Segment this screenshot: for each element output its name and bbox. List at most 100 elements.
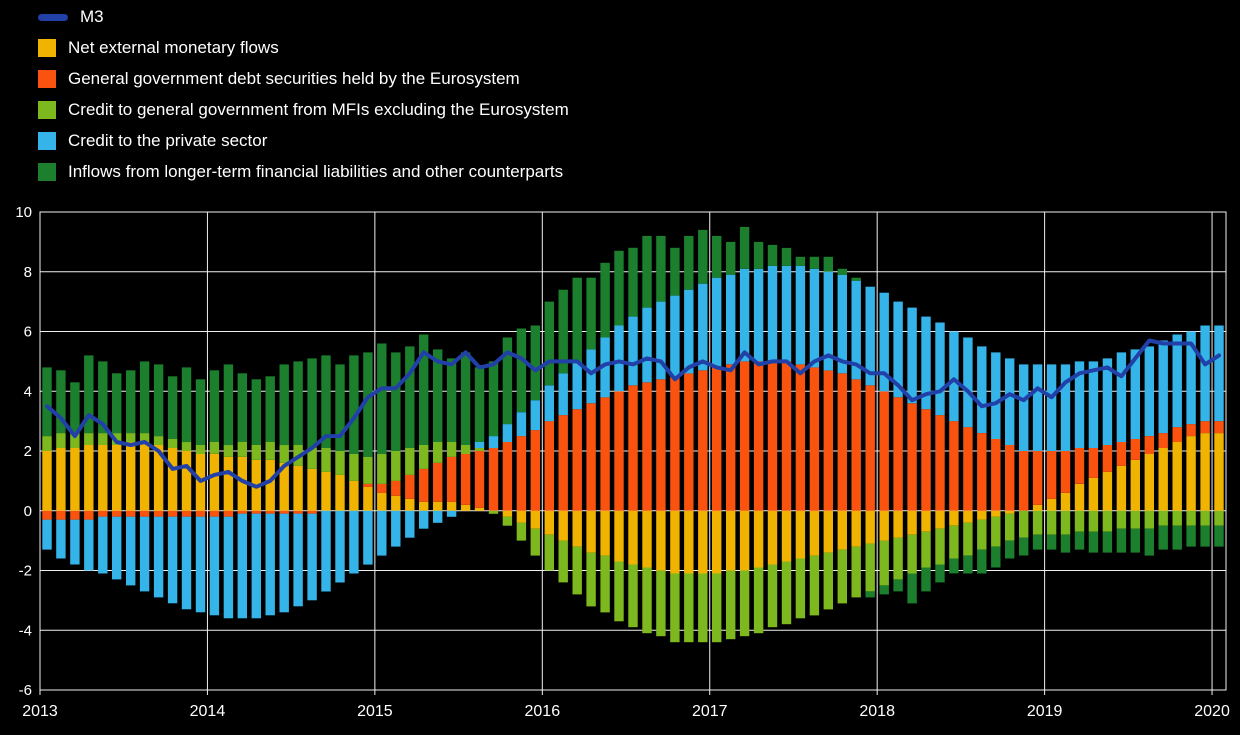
bar-segment [698, 229, 708, 284]
bar-segment [823, 510, 833, 553]
bar-segment [726, 274, 736, 365]
bar-segment [139, 361, 150, 434]
bar-segment [628, 247, 638, 317]
bar-segment [921, 510, 931, 532]
bar-segment [1158, 510, 1168, 526]
bar-segment [1102, 471, 1113, 511]
bar-segment [712, 277, 722, 368]
bar-segment [558, 289, 568, 374]
bar-segment [237, 373, 247, 442]
bar-segment [1158, 448, 1168, 511]
bar-segment [642, 235, 652, 308]
bar-segment [377, 510, 387, 556]
bar-segment [935, 415, 945, 511]
bar-segment [126, 370, 136, 433]
bar-segment [265, 513, 275, 616]
bar-segment [237, 457, 247, 511]
bar-segment [865, 286, 875, 386]
bar-segment [851, 510, 861, 547]
bar-segment [781, 361, 792, 511]
bar-segment [1116, 528, 1127, 553]
x-axis-label: 2017 [692, 703, 728, 720]
bar-segment [70, 519, 80, 565]
bar-segment [879, 391, 889, 511]
bar-segment [419, 445, 429, 469]
bar-segment [488, 448, 499, 511]
bar-segment [739, 570, 750, 637]
bar-segment [977, 433, 987, 511]
bar-segment [139, 442, 150, 511]
bar-segment [935, 528, 945, 565]
bar-segment [1046, 498, 1057, 511]
bar-segment [600, 397, 610, 511]
bar-segment [544, 510, 554, 535]
bar-segment [656, 301, 666, 380]
bar-segment [558, 540, 568, 583]
bar-segment [977, 549, 987, 574]
bar-segment [698, 510, 708, 574]
bar-segment [795, 256, 806, 266]
bar-segment [153, 516, 164, 598]
bar-segment [56, 519, 66, 559]
plot-border [39, 211, 1227, 691]
bar-segment [460, 454, 471, 505]
bar-segment [642, 382, 652, 511]
bar-segment [670, 295, 680, 377]
bar-segment [181, 442, 192, 451]
bar-segment [56, 510, 66, 520]
bar-segment [1130, 460, 1140, 511]
bar-segment [823, 256, 833, 272]
bar-segment [726, 364, 736, 511]
bar-segment [544, 301, 554, 386]
bar-segment [1130, 510, 1140, 529]
bar-segment [321, 355, 331, 448]
bar-segment [628, 385, 638, 511]
bar-segment [907, 403, 917, 511]
bar-segment [586, 552, 596, 607]
bar-segment [795, 364, 806, 511]
bar-segment [112, 445, 122, 511]
bar-segment [139, 433, 150, 443]
bar-segment [433, 442, 443, 463]
bar-segment [739, 268, 750, 362]
bar-segment [251, 445, 261, 460]
legend-item-label: Credit to general government from MFIs e… [68, 100, 569, 119]
bar-segment [153, 445, 164, 511]
bar-segment [84, 355, 94, 434]
legend-item-2: General government debt securities held … [38, 68, 569, 90]
bar-segment [767, 510, 778, 565]
bar-segment [1088, 477, 1099, 511]
bar-segment [753, 268, 764, 362]
bar-segment [112, 510, 122, 517]
bar-segment [935, 322, 945, 416]
y-axis-label: -6 [19, 682, 32, 699]
bar-segment [1144, 454, 1154, 511]
bar-segment [1060, 534, 1071, 553]
bar-segment [809, 256, 820, 269]
bar-segment [42, 451, 52, 511]
bar-segment [1102, 510, 1113, 532]
legend-item-1: Net external monetary flows [38, 37, 569, 59]
bar-segment [781, 247, 792, 266]
bar-segment [209, 442, 220, 454]
bar-segment [1060, 510, 1071, 535]
bar-segment [837, 510, 847, 550]
bar-segment [726, 241, 736, 275]
bar-segment [684, 373, 694, 511]
bar-segment [977, 346, 987, 433]
bar-segment [237, 442, 247, 457]
bar-segment [698, 283, 708, 371]
bar-segment [698, 370, 708, 511]
bar-segment [1005, 510, 1015, 514]
bar-segment [474, 448, 485, 451]
bar-segment [1005, 358, 1015, 445]
bar-segment [544, 421, 554, 511]
bar-segment [837, 274, 847, 374]
bar-segment [865, 385, 875, 511]
bar-segment [893, 397, 903, 511]
bar-segment [837, 268, 847, 275]
bar-segment [126, 442, 136, 511]
x-axis-label: 2015 [357, 703, 393, 720]
bar-segment [781, 561, 792, 625]
